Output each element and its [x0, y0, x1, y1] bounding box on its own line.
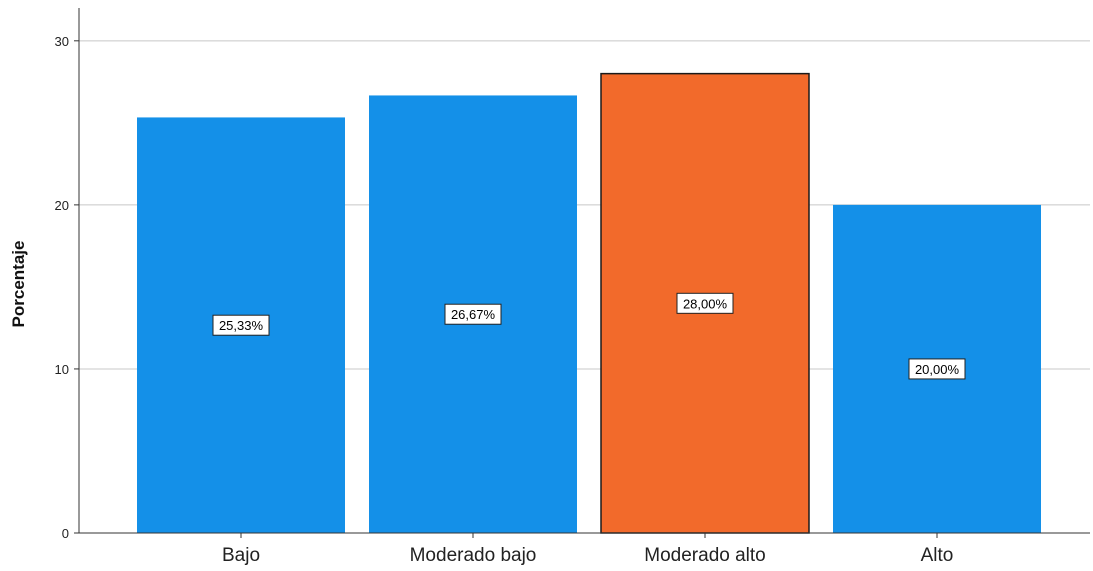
data-label-box [444, 303, 502, 325]
data-label: 26,67% [444, 303, 502, 325]
x-category-labels: Bajo Moderado bajo Moderado alto Alto [222, 545, 953, 566]
data-label-text: 26,67% [451, 307, 496, 322]
y-tick-label: 10 [55, 362, 69, 377]
x-category-label: Bajo [222, 545, 260, 566]
data-label: 20,00% [908, 358, 966, 380]
bars [137, 72, 1041, 534]
data-labels: 25,33% 26,67% 28,00% 20,00% [212, 292, 966, 380]
data-label-box [676, 292, 734, 314]
data-label-text: 20,00% [915, 362, 960, 377]
y-tick-label: 30 [55, 34, 69, 49]
data-label-text: 25,33% [219, 318, 264, 333]
data-label-box [212, 314, 270, 336]
x-category-label: Alto [921, 545, 954, 566]
y-tick-label: 0 [62, 526, 69, 541]
y-tick-labels: 0 10 20 30 [55, 34, 69, 541]
x-category-label: Moderado bajo [410, 545, 537, 566]
data-label-box [908, 358, 966, 380]
data-label-text: 28,00% [683, 296, 728, 311]
x-category-label: Moderado alto [644, 545, 765, 566]
data-label: 25,33% [212, 314, 270, 336]
y-axis-title: Porcentaje [9, 241, 28, 328]
y-tick-label: 20 [55, 198, 69, 213]
axes [74, 8, 1090, 538]
data-label: 28,00% [676, 292, 734, 314]
bar-moderado-alto [600, 72, 810, 534]
